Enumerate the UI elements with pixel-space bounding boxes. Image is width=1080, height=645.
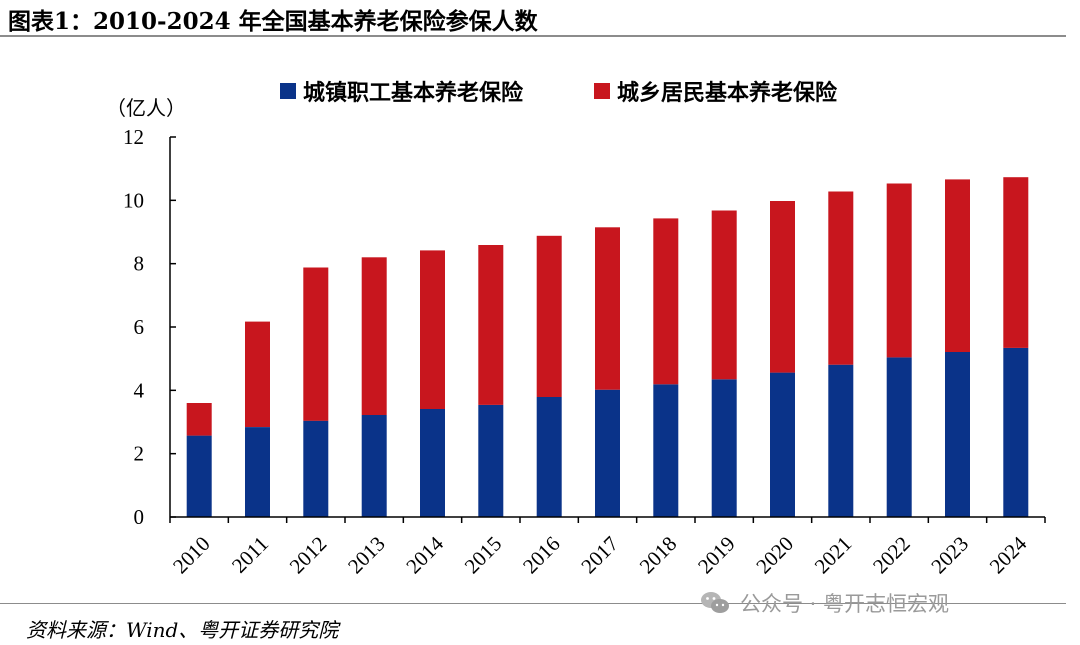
legend-swatch-urban-employee xyxy=(280,83,296,99)
bar-urban-employee-2018 xyxy=(653,384,679,517)
bar-urban-employee-2022 xyxy=(886,357,912,517)
x-tick-label-2018: 2018 xyxy=(635,532,682,579)
bar-urban-rural-resident-2017 xyxy=(595,227,620,390)
x-tick-label-2017: 2017 xyxy=(576,532,623,579)
y-tick-label-6: 6 xyxy=(134,315,145,339)
x-tick-label-2011: 2011 xyxy=(227,532,273,578)
bar-urban-employee-2023 xyxy=(945,352,970,517)
bar-urban-rural-resident-2012 xyxy=(303,267,329,421)
bar-urban-rural-resident-2016 xyxy=(536,235,562,397)
bar-urban-employee-2017 xyxy=(595,389,620,517)
bar-urban-employee-2020 xyxy=(770,372,795,517)
x-tick-label-2022: 2022 xyxy=(868,532,915,579)
y-tick-label-8: 8 xyxy=(134,252,145,276)
bar-urban-employee-2016 xyxy=(536,397,562,517)
y-axis-unit-label: （亿人） xyxy=(106,96,186,120)
x-tick-label-2015: 2015 xyxy=(460,532,507,579)
bar-urban-rural-resident-2015 xyxy=(478,245,504,405)
stacked-bar-chart: 城镇职工基本养老保险 城乡居民基本养老保险 （亿人） 0 2 4 6 8 10 12 201… xyxy=(106,80,1046,579)
x-tick-label-2012: 2012 xyxy=(285,532,332,579)
y-tick-label-0: 0 xyxy=(134,505,145,529)
bar-urban-rural-resident-2023 xyxy=(945,179,970,352)
x-tick-label-2020: 2020 xyxy=(751,532,798,579)
chart-legend: 城镇职工基本养老保险 城乡居民基本养老保险 xyxy=(280,80,838,106)
bar-group xyxy=(186,177,1029,518)
y-tick-label-10: 10 xyxy=(123,188,144,212)
x-tick-label-2013: 2013 xyxy=(343,532,390,579)
y-tick-label-2: 2 xyxy=(134,442,145,466)
bar-urban-rural-resident-2024 xyxy=(1003,177,1029,348)
title-divider xyxy=(0,35,1066,37)
x-tick-label-2019: 2019 xyxy=(693,532,740,579)
footer-divider xyxy=(0,603,1066,604)
bar-urban-employee-2011 xyxy=(245,427,270,517)
watermark: 公众号 · 粤开志恒宏观 xyxy=(700,588,949,618)
x-tick-label-2024: 2024 xyxy=(985,531,1032,578)
bar-urban-employee-2014 xyxy=(420,409,445,517)
legend-label-urban-employee: 城镇职工基本养老保险 xyxy=(303,80,524,106)
bar-urban-employee-2021 xyxy=(828,364,854,517)
bar-urban-rural-resident-2013 xyxy=(361,257,387,415)
bar-urban-rural-resident-2022 xyxy=(886,183,912,358)
chart-title: 图表1：2010-2024 年全国基本养老保险参保人数 xyxy=(8,8,538,35)
legend-swatch-urban-rural-resident xyxy=(594,83,610,99)
bar-urban-rural-resident-2011 xyxy=(245,321,270,427)
x-tick-label-2010: 2010 xyxy=(168,532,215,579)
x-tick-label-2014: 2014 xyxy=(401,531,448,578)
y-tick-label-12: 12 xyxy=(123,125,144,149)
bar-urban-rural-resident-2021 xyxy=(828,191,854,365)
bar-urban-rural-resident-2020 xyxy=(770,201,795,373)
bar-urban-employee-2010 xyxy=(186,435,212,517)
bar-urban-employee-2024 xyxy=(1003,347,1029,517)
bar-urban-employee-2013 xyxy=(361,415,387,517)
bar-urban-employee-2012 xyxy=(303,420,329,517)
x-tick-label-2021: 2021 xyxy=(810,532,857,579)
watermark-text: 公众号 · 粤开志恒宏观 xyxy=(740,592,950,616)
legend-label-urban-rural-resident: 城乡居民基本养老保险 xyxy=(617,80,838,106)
wechat-icon xyxy=(701,592,729,613)
bar-urban-rural-resident-2010 xyxy=(186,403,212,436)
x-tick-label-2023: 2023 xyxy=(926,532,973,579)
x-tick-label-2016: 2016 xyxy=(518,532,565,579)
x-axis: 2010 2011 2012 2013 2014 2015 2016 2017 2018 2019… xyxy=(168,516,1046,579)
bar-urban-rural-resident-2018 xyxy=(653,218,679,385)
y-tick-label-4: 4 xyxy=(134,378,145,402)
source-note: 资料来源：Wind、粤开证券研究院 xyxy=(26,618,339,642)
y-axis: 0 2 4 6 8 10 12 xyxy=(123,125,176,529)
bar-urban-employee-2015 xyxy=(478,404,504,517)
bar-urban-rural-resident-2019 xyxy=(711,210,737,380)
bar-urban-employee-2019 xyxy=(711,379,737,518)
bar-urban-rural-resident-2014 xyxy=(420,250,445,409)
